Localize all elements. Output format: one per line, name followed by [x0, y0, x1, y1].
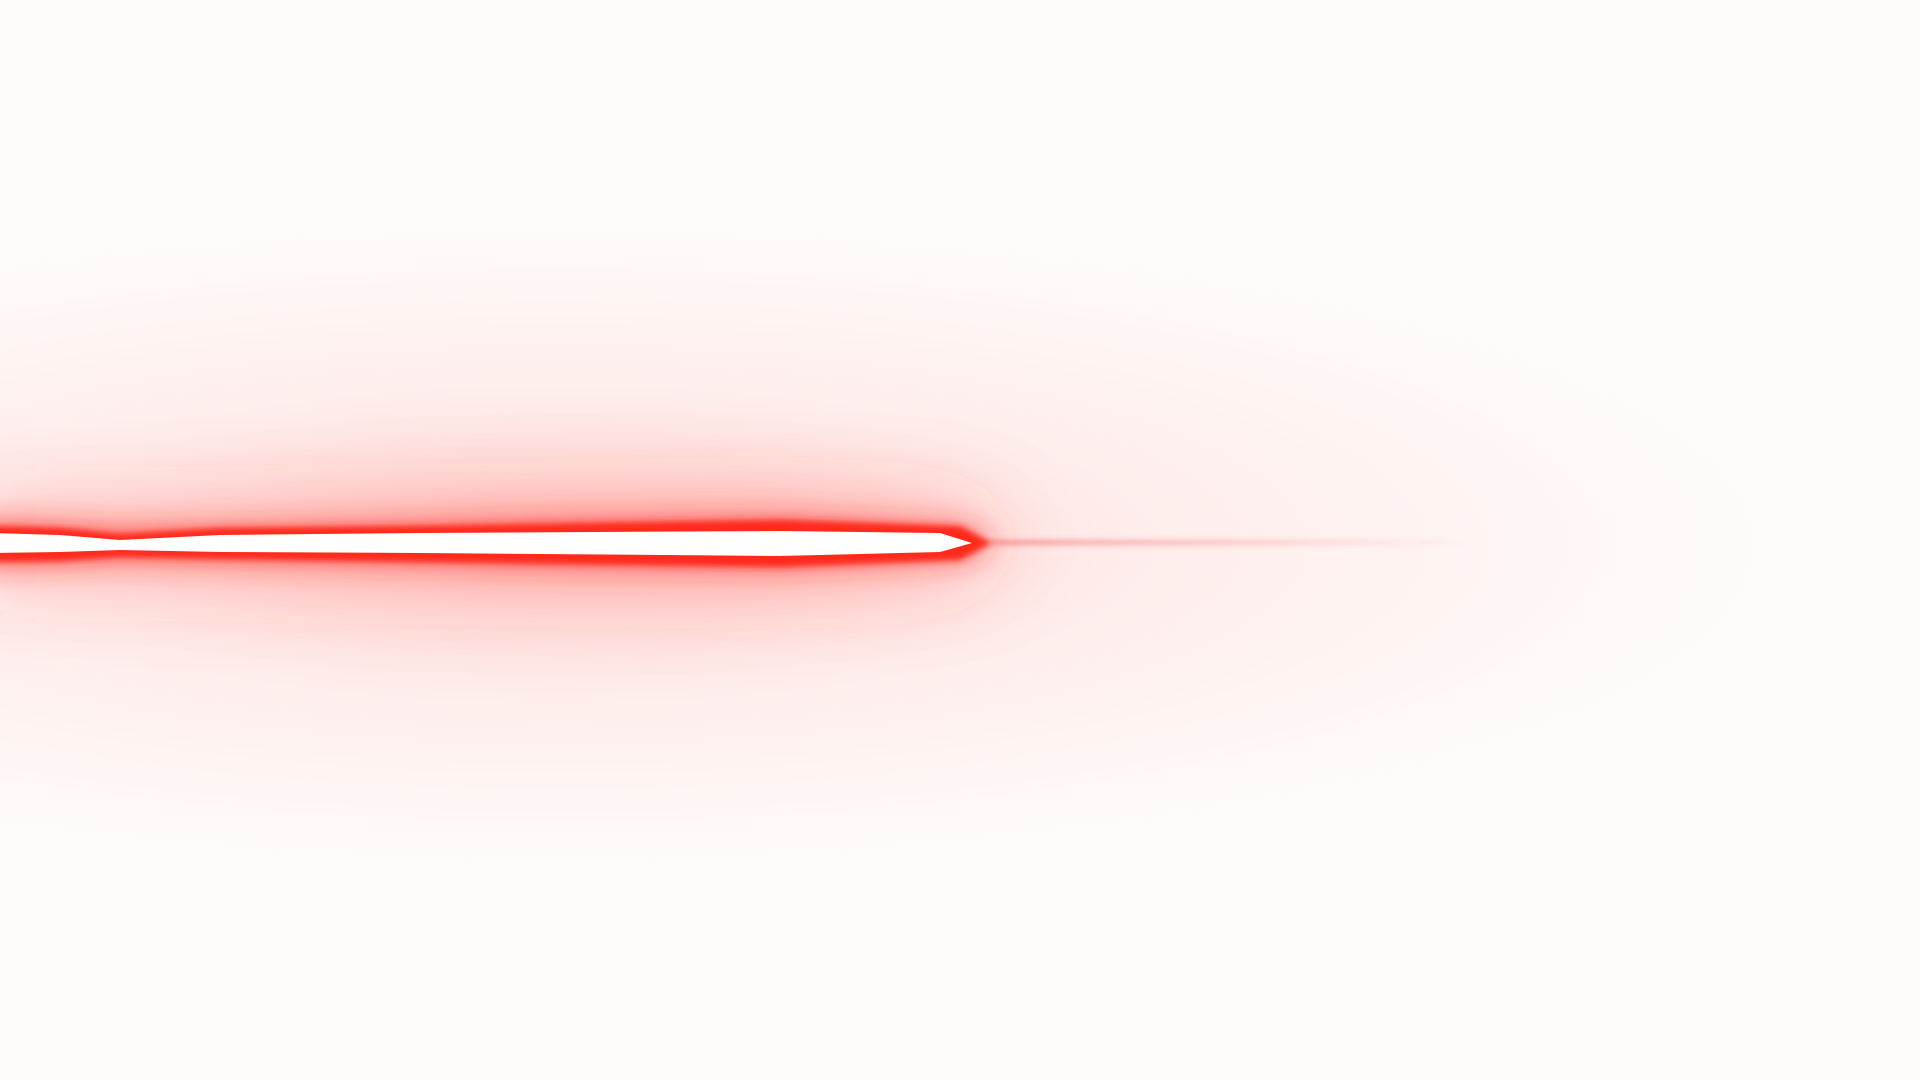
beam-core	[0, 531, 972, 556]
beam-trail	[990, 541, 1470, 544]
